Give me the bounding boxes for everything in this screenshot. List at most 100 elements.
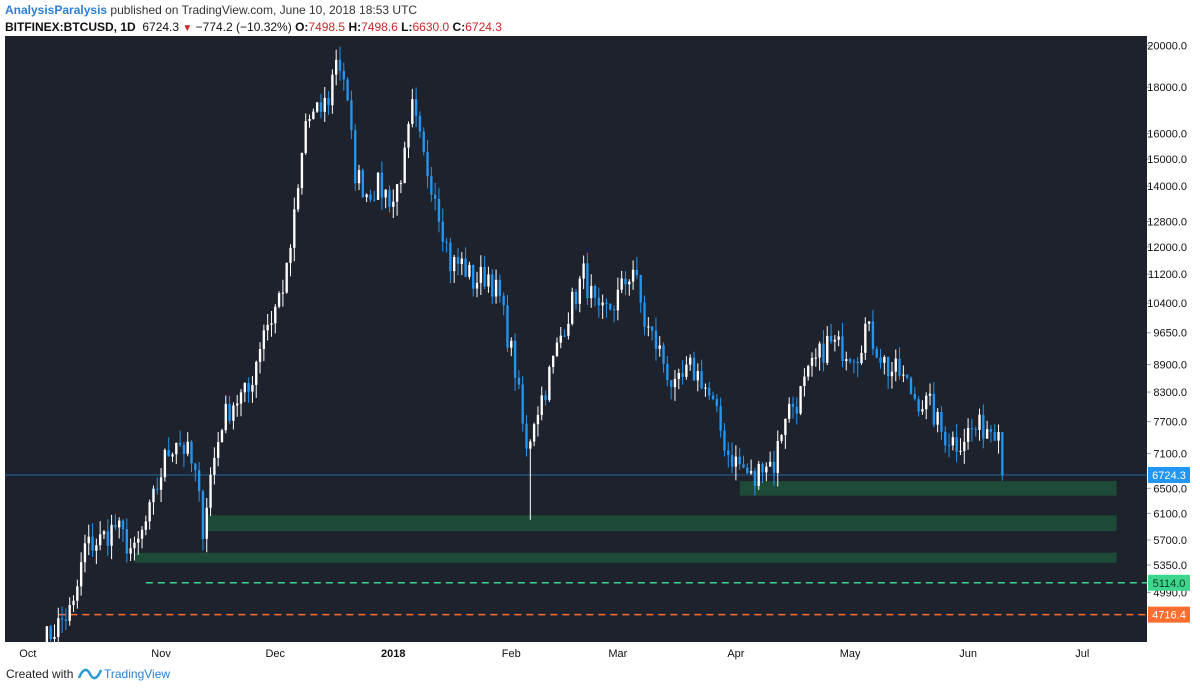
candle [472, 264, 475, 297]
candle [285, 262, 288, 294]
candle-body [159, 477, 163, 490]
candle [662, 342, 665, 373]
candle [98, 521, 102, 551]
candle [772, 450, 776, 486]
candle [513, 333, 517, 391]
candle-body [704, 387, 707, 389]
candle-body [669, 380, 673, 388]
y-tick-label: 15000.0 [1147, 154, 1187, 166]
candle-body [357, 170, 361, 184]
candle [175, 442, 178, 464]
candle-body [430, 176, 433, 195]
candle-body [692, 357, 696, 381]
candle-body [228, 403, 231, 421]
candle-body [658, 345, 661, 349]
candle [441, 208, 444, 252]
candle [243, 382, 247, 403]
candle-body [76, 586, 79, 601]
candle [83, 534, 87, 573]
candle-body [483, 266, 486, 287]
candle-body [251, 385, 254, 392]
candle [91, 523, 94, 557]
symbol-name[interactable]: BITFINEX:BTCUSD, 1D [5, 20, 136, 34]
candle-body [730, 455, 734, 467]
candle-body [95, 545, 98, 551]
candle-body [197, 470, 201, 492]
candle [624, 271, 627, 296]
candle [304, 113, 307, 155]
candle [837, 330, 840, 347]
candle-body [232, 405, 235, 421]
candle-body [883, 356, 886, 363]
candle-body [609, 303, 612, 310]
candle [49, 624, 52, 643]
green-level-tag-bg [1148, 574, 1190, 591]
candle [167, 437, 170, 457]
support-zone-3 [134, 552, 1117, 563]
candle-body [411, 99, 414, 124]
candle-body [917, 399, 920, 412]
candle-body [102, 531, 106, 535]
y-tick-label: 10400.0 [1147, 298, 1187, 310]
candle [829, 323, 833, 344]
candle-body [426, 151, 429, 177]
candle [940, 406, 943, 440]
candle-body [864, 323, 867, 353]
candle [384, 189, 387, 209]
candle [369, 189, 372, 203]
candle [258, 342, 262, 374]
candle-body [985, 429, 989, 439]
candle [205, 498, 208, 553]
candle-body [753, 470, 757, 487]
candle-body [791, 403, 795, 407]
candle [277, 291, 281, 309]
candle-body [441, 221, 444, 242]
candle [989, 425, 993, 443]
candle [361, 168, 365, 199]
author-link[interactable]: AnalysisParalysis [5, 3, 108, 17]
x-tick-label: Jun [959, 648, 977, 660]
candle [689, 354, 692, 371]
candle [685, 356, 688, 380]
candle-body [700, 371, 703, 389]
candle [72, 595, 75, 612]
candle [521, 376, 524, 432]
candle [970, 419, 974, 442]
tradingview-logo-icon[interactable] [78, 665, 102, 683]
candle [620, 270, 623, 294]
candle [395, 183, 399, 216]
candle [928, 383, 932, 406]
y-tick-label: 8300.0 [1153, 387, 1187, 399]
candle-body [898, 358, 901, 376]
candle [879, 348, 882, 369]
candle-body [236, 403, 239, 406]
candle [787, 397, 791, 423]
candle [963, 428, 966, 464]
tradingview-brand[interactable]: TradingView [104, 667, 171, 681]
candle-body [540, 395, 543, 415]
candle-body [487, 274, 490, 287]
price-chart[interactable]: 20000.0 18000.0 16000.0 15000.0 14000.0 12800… [0, 36, 1200, 660]
candle-body [913, 393, 916, 400]
candle [742, 455, 745, 469]
y-tick-label: 16000.0 [1147, 129, 1187, 141]
candle [296, 184, 300, 213]
candle-body [319, 102, 323, 112]
candle-body [373, 199, 376, 201]
candle [140, 526, 144, 549]
candle [955, 423, 958, 463]
candle-body [388, 189, 391, 207]
y-tick-label: 8900.0 [1153, 360, 1187, 372]
candle [734, 445, 738, 481]
candle [79, 552, 83, 596]
candle [841, 323, 844, 368]
candle [578, 275, 581, 313]
x-tick-label: Feb [502, 648, 521, 660]
candle [228, 395, 231, 425]
candle-body [837, 336, 840, 340]
candle [76, 579, 79, 609]
green-level-tag-text: 5114.0 [1153, 578, 1186, 590]
candle [479, 255, 483, 295]
candle [338, 46, 342, 81]
chart-area[interactable]: 20000.0 18000.0 16000.0 15000.0 14000.0 12800… [0, 36, 1200, 660]
